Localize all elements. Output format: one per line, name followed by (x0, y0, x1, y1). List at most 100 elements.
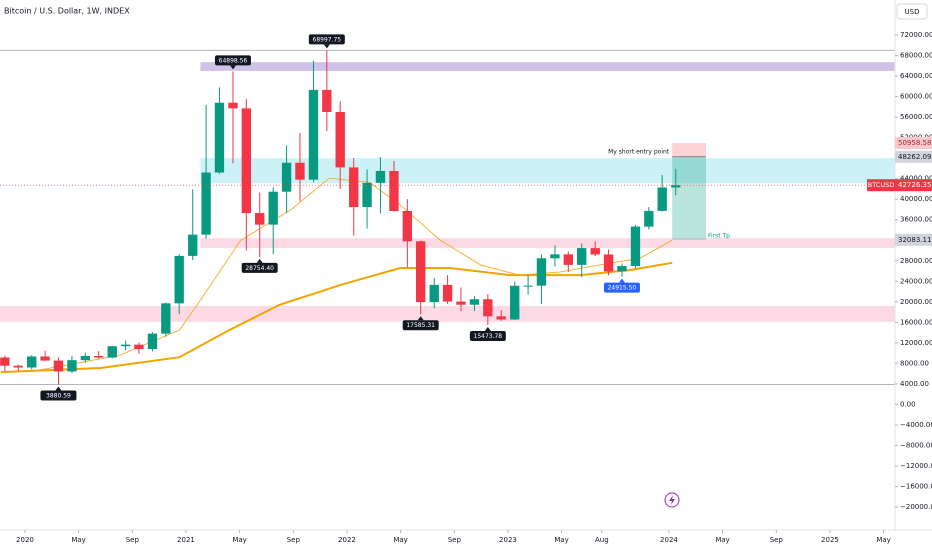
y-tick-label: 24000.00 (900, 277, 932, 285)
price-tag-label: 50958.58 (898, 139, 931, 147)
candle-body (375, 170, 386, 183)
y-tick-label: −4000.00 (900, 421, 932, 429)
candle-body (268, 191, 278, 225)
extreme-pointer (417, 316, 424, 321)
x-tick-label: Sep (126, 536, 140, 544)
candle-body (322, 89, 332, 112)
chart-title: Bitcoin / U.S. Dollar, 1W, INDEX (4, 7, 130, 16)
candle-body (644, 210, 654, 227)
y-tick-label: 60000.00 (900, 93, 932, 101)
x-tick-label: May (393, 536, 407, 544)
candle-body (214, 102, 225, 173)
x-tick-label: May (71, 536, 85, 544)
y-tick-label: 4000.00 (900, 380, 929, 388)
candle-body (671, 185, 681, 188)
x-tick-label: 2020 (16, 536, 34, 544)
candle-body (469, 299, 480, 305)
candle-body (416, 241, 426, 303)
candle-body (40, 356, 50, 361)
x-tick-label: May (715, 536, 729, 544)
candle-body (134, 344, 144, 350)
candle-body (510, 285, 520, 320)
candle-body (161, 303, 171, 334)
target-label: First Tp (708, 232, 730, 239)
y-tick-label: 68000.00 (900, 52, 932, 60)
zone (0, 305, 895, 322)
y-tick-label: 56000.00 (900, 113, 932, 121)
candle-body (147, 333, 158, 350)
extreme-pointer (229, 65, 236, 70)
y-tick-label: 64000.00 (900, 72, 932, 80)
candle-body (577, 248, 587, 265)
moving-average (39, 177, 673, 371)
plot-area: My short entry point First Tp 3880.59 64898… (0, 34, 896, 401)
y-tick-label: 20000.00 (900, 298, 932, 306)
symbol-tag-label: BTCUSD (868, 181, 894, 189)
candle-body (657, 187, 667, 211)
price-tag-label: 32083.11 (898, 236, 931, 244)
candle-body (201, 172, 211, 235)
price-tag-label: 48262.09 (898, 153, 931, 161)
x-tick-label: 2024 (660, 536, 678, 544)
extreme-label: 15473.78 (474, 333, 503, 340)
extreme-label: 3880.59 (46, 393, 71, 400)
zone (200, 62, 896, 71)
currency-label[interactable]: USD (905, 8, 920, 16)
moving-average (0, 261, 673, 374)
extreme-label: 17585.31 (406, 322, 435, 329)
zone (200, 158, 896, 184)
entry-label: My short entry point (608, 148, 670, 155)
extreme-pointer (256, 258, 263, 263)
extreme-label: 28754.40 (245, 265, 274, 272)
x-tick-label: Sep (770, 536, 784, 544)
price-axis (895, 0, 932, 550)
x-tick-label: 2022 (338, 536, 356, 544)
candle-body (281, 162, 292, 192)
x-tick-label: 2021 (177, 536, 195, 544)
candle-body (442, 284, 453, 302)
candle-body (335, 111, 345, 168)
y-tick-label: 36000.00 (900, 216, 932, 224)
candle-body (94, 355, 104, 358)
candle-body (456, 301, 466, 305)
extreme-box (308, 34, 345, 45)
price-tag (895, 150, 932, 163)
candle-body (483, 299, 493, 317)
extreme-box (469, 331, 506, 342)
candle-body (241, 108, 252, 214)
symbol-tag (867, 179, 895, 192)
extreme-box (40, 390, 77, 401)
candle-body (308, 89, 319, 180)
y-tick-label: 40000.00 (900, 195, 932, 203)
extreme-box (214, 55, 251, 66)
candle-body (188, 234, 198, 256)
x-tick-label: 2023 (499, 536, 517, 544)
x-tick-label: Aug (595, 536, 609, 544)
candle-body (295, 162, 305, 180)
candle-body (603, 254, 614, 272)
y-tick-label: −12000.00 (900, 462, 932, 470)
y-tick-label: −16000.00 (900, 483, 932, 491)
extreme-box (603, 282, 640, 293)
candle-body (496, 316, 506, 320)
currency-button[interactable] (896, 3, 928, 20)
zone (200, 238, 896, 248)
candle-body (389, 170, 399, 211)
price-tag-label: 42726.35 (898, 181, 931, 189)
extreme-pointer (484, 327, 491, 332)
extreme-label: 64898.56 (219, 57, 248, 64)
candle-body (630, 226, 641, 267)
extreme-label: 24915.50 (608, 285, 637, 292)
stop-zone (672, 142, 706, 157)
y-tick-label: 44000.00 (900, 175, 932, 183)
candle-body (255, 213, 265, 225)
candle-body (590, 248, 600, 255)
candle-body (13, 365, 23, 368)
candle-body (402, 210, 413, 242)
extreme-box (402, 320, 439, 331)
candle-body (536, 258, 547, 286)
x-tick-label: May (232, 536, 246, 544)
extreme-pointer (55, 386, 62, 391)
